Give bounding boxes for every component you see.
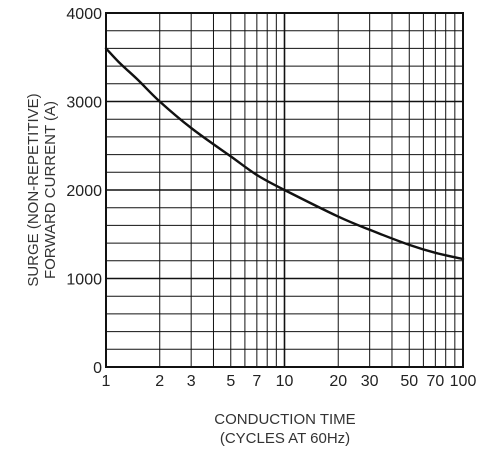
y-tick-label: 3000 bbox=[66, 95, 102, 112]
y-tick-label: 2000 bbox=[66, 183, 102, 200]
plot-frame bbox=[105, 12, 464, 368]
series-layer bbox=[104, 47, 465, 261]
x-tick-label: 10 bbox=[276, 373, 294, 390]
x-tick-label: 7 bbox=[252, 373, 261, 390]
x-tick-label: 30 bbox=[361, 373, 379, 390]
x-tick-label: 3 bbox=[187, 373, 196, 390]
x-tick-label: 20 bbox=[329, 373, 347, 390]
x-tick-label: 5 bbox=[226, 373, 235, 390]
y-axis-title-line-1: SURGE (NON-REPETITIVE) bbox=[25, 93, 42, 286]
x-axis-title-line-1: CONDUCTION TIME bbox=[214, 411, 355, 428]
x-tick-label: 100 bbox=[450, 373, 477, 390]
x-axis-title-line-2: (CYCLES AT 60Hz) bbox=[220, 430, 350, 447]
y-tick-labels: 0 1000 2000 3000 4000 bbox=[66, 6, 102, 377]
x-tick-label: 70 bbox=[426, 373, 444, 390]
x-tick-label: 50 bbox=[400, 373, 418, 390]
x-tick-label: 2 bbox=[155, 373, 164, 390]
y-tick-label: 4000 bbox=[66, 6, 102, 23]
y-axis-title-line-2: FORWARD CURRENT (A) bbox=[42, 101, 59, 279]
y-tick-label: 1000 bbox=[66, 272, 102, 289]
x-tick-label: 1 bbox=[102, 373, 111, 390]
x-tick-labels: 1 2 3 5 7 10 20 30 50 70 100 bbox=[102, 373, 477, 390]
y-tick-label: 0 bbox=[93, 360, 102, 377]
grid bbox=[105, 12, 464, 368]
series-line-0 bbox=[104, 47, 465, 261]
